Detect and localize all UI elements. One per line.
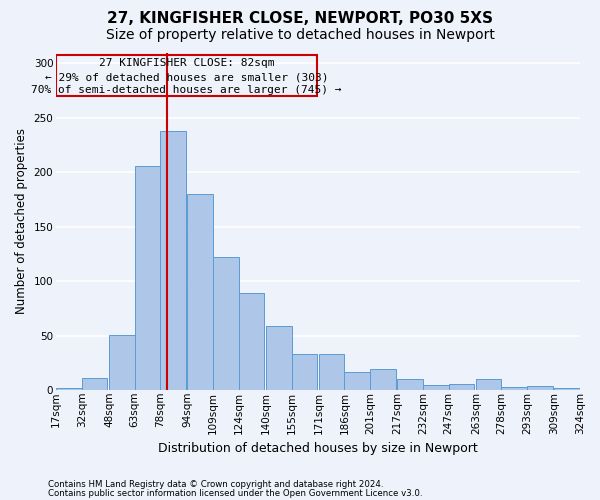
Bar [527, 386, 553, 390]
Bar [554, 388, 580, 390]
Text: 27, KINGFISHER CLOSE, NEWPORT, PO30 5XS: 27, KINGFISHER CLOSE, NEWPORT, PO30 5XS [107, 11, 493, 26]
Bar [292, 354, 317, 390]
Bar [397, 380, 423, 390]
Bar [187, 194, 213, 390]
Bar [449, 384, 474, 390]
Bar [56, 54, 317, 96]
Text: Contains HM Land Registry data © Crown copyright and database right 2024.: Contains HM Land Registry data © Crown c… [48, 480, 383, 489]
Bar [476, 380, 502, 390]
Bar [56, 388, 82, 390]
Bar [319, 354, 344, 390]
Bar [82, 378, 107, 390]
Bar [344, 372, 370, 390]
Bar [160, 131, 186, 390]
X-axis label: Distribution of detached houses by size in Newport: Distribution of detached houses by size … [158, 442, 478, 455]
Bar [213, 258, 239, 390]
Bar [266, 326, 292, 390]
Text: ← 29% of detached houses are smaller (303): ← 29% of detached houses are smaller (30… [45, 72, 328, 82]
Text: Contains public sector information licensed under the Open Government Licence v3: Contains public sector information licen… [48, 488, 422, 498]
Bar [109, 334, 134, 390]
Bar [502, 387, 527, 390]
Text: 70% of semi-detached houses are larger (745) →: 70% of semi-detached houses are larger (… [31, 85, 342, 95]
Bar [239, 293, 264, 390]
Text: Size of property relative to detached houses in Newport: Size of property relative to detached ho… [106, 28, 494, 42]
Text: 27 KINGFISHER CLOSE: 82sqm: 27 KINGFISHER CLOSE: 82sqm [99, 58, 274, 68]
Y-axis label: Number of detached properties: Number of detached properties [15, 128, 28, 314]
Bar [423, 384, 449, 390]
Bar [370, 370, 395, 390]
Bar [134, 166, 160, 390]
